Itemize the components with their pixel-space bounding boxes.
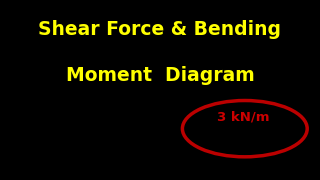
Text: Moment  Diagram: Moment Diagram: [66, 66, 254, 85]
Text: Overhanging
Beam: Overhanging Beam: [10, 101, 86, 129]
Text: Shear Force & Bending: Shear Force & Bending: [38, 20, 282, 39]
Text: 3 kN/m: 3 kN/m: [217, 111, 269, 124]
